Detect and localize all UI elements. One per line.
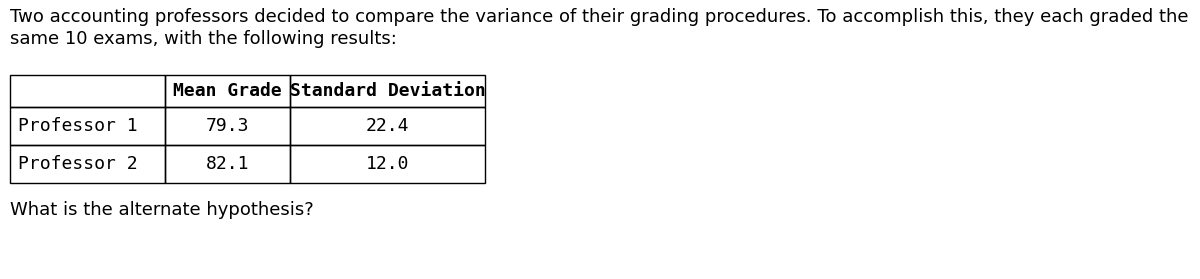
- Bar: [10, 145, 166, 183]
- Bar: [290, 145, 485, 183]
- Bar: [10, 107, 166, 145]
- Text: 12.0: 12.0: [366, 155, 409, 173]
- Text: What is the alternate hypothesis?: What is the alternate hypothesis?: [10, 201, 313, 219]
- Bar: [166, 145, 290, 183]
- Bar: [290, 75, 485, 107]
- Bar: [290, 107, 485, 145]
- Text: Mean Grade: Mean Grade: [173, 82, 282, 100]
- Text: Two accounting professors decided to compare the variance of their grading proce: Two accounting professors decided to com…: [10, 8, 1188, 26]
- Text: 79.3: 79.3: [205, 117, 250, 135]
- Bar: [10, 75, 166, 107]
- Text: Professor 2: Professor 2: [18, 155, 138, 173]
- Text: 82.1: 82.1: [205, 155, 250, 173]
- Text: Standard Deviation: Standard Deviation: [289, 82, 485, 100]
- Bar: [166, 107, 290, 145]
- Text: same 10 exams, with the following results:: same 10 exams, with the following result…: [10, 30, 397, 48]
- Text: Professor 1: Professor 1: [18, 117, 138, 135]
- Bar: [166, 75, 290, 107]
- Text: 22.4: 22.4: [366, 117, 409, 135]
